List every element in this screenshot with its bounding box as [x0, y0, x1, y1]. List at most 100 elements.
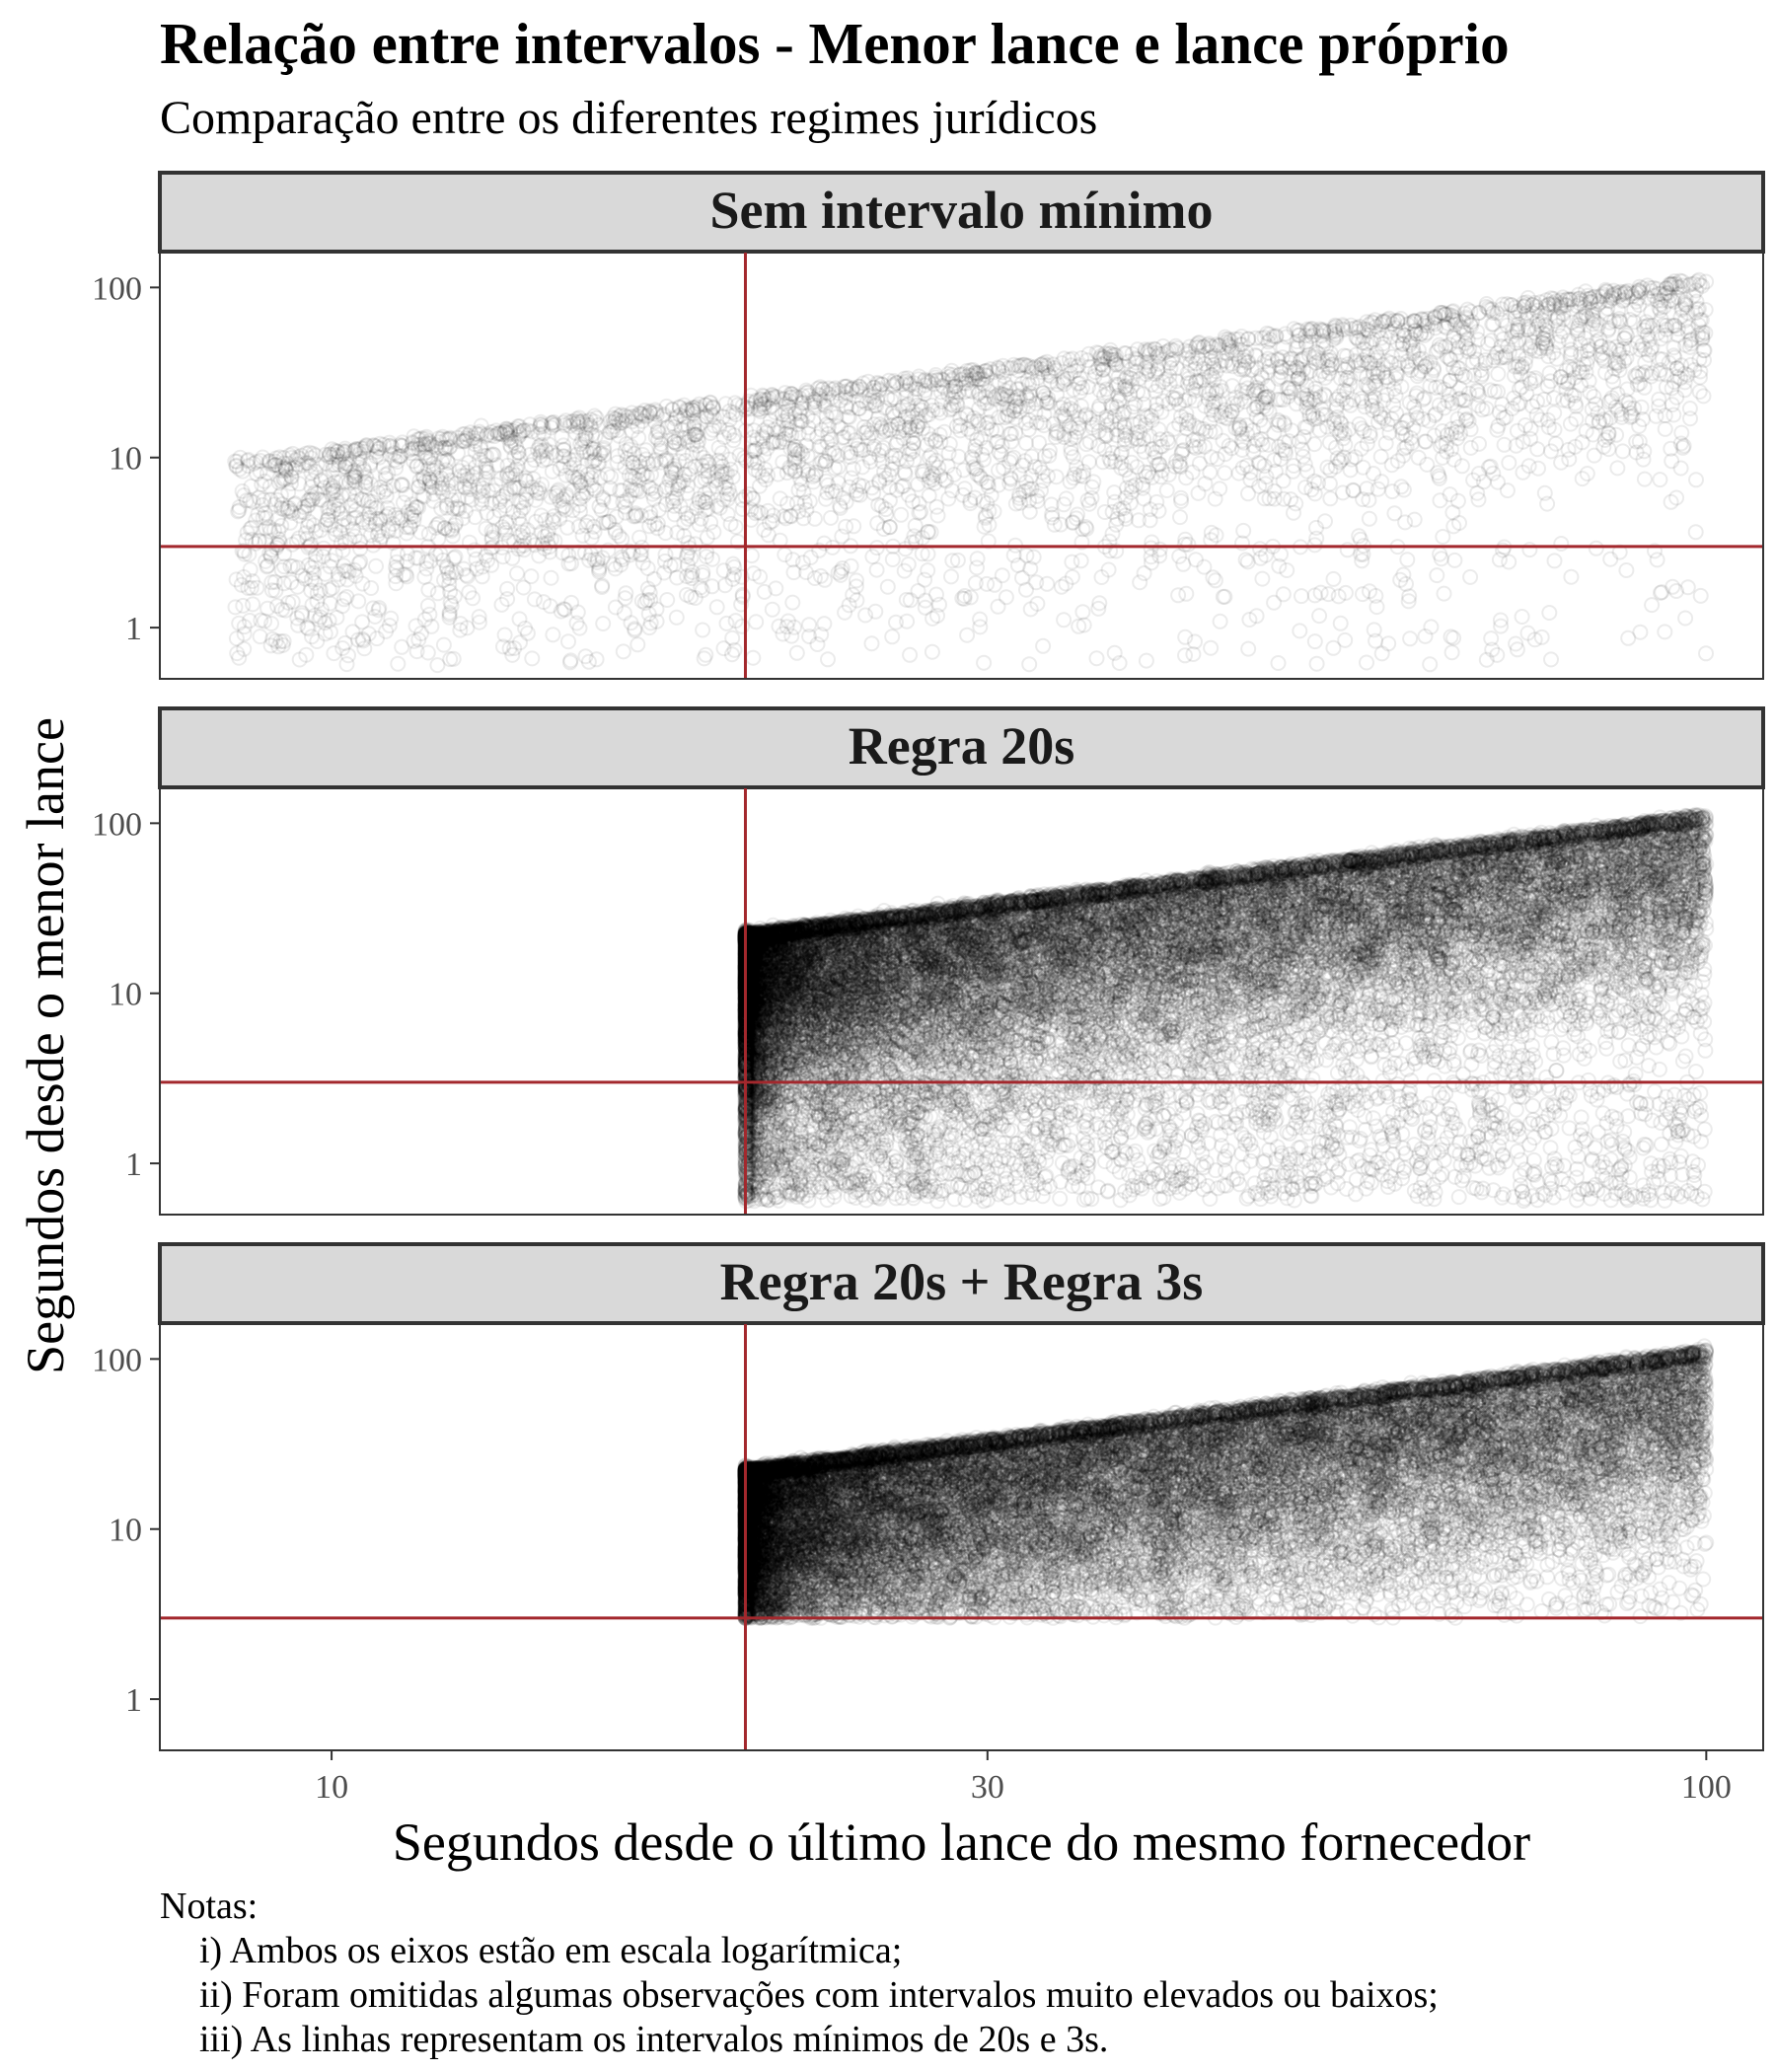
data-point — [785, 596, 799, 610]
data-point — [1173, 510, 1187, 524]
data-point — [630, 637, 644, 651]
facet-label: Sem intervalo mínimo — [710, 181, 1214, 240]
data-point — [1050, 470, 1064, 483]
data-point — [632, 531, 646, 545]
data-point — [790, 646, 804, 660]
data-point — [1360, 656, 1373, 670]
data-point — [1090, 651, 1104, 665]
data-point — [340, 657, 354, 671]
data-point — [1420, 458, 1434, 472]
data-point — [1408, 513, 1422, 527]
data-point — [1445, 505, 1459, 519]
data-point — [886, 553, 900, 566]
data-point — [1554, 537, 1568, 551]
data-point — [1491, 367, 1505, 381]
data-point — [881, 580, 895, 594]
data-point — [1463, 570, 1477, 584]
data-point — [977, 656, 991, 670]
data-point — [596, 617, 610, 630]
data-point — [1447, 554, 1461, 567]
data-point — [1472, 437, 1486, 451]
data-point — [1019, 436, 1033, 450]
data-point — [1160, 483, 1174, 497]
data-point — [999, 590, 1013, 604]
data-point — [720, 617, 734, 630]
data-point — [1293, 624, 1306, 637]
data-point — [1548, 554, 1562, 567]
data-point — [1590, 542, 1603, 555]
data-point — [421, 583, 435, 597]
data-point — [1516, 610, 1529, 624]
data-point — [528, 592, 542, 606]
data-point — [1272, 656, 1286, 670]
data-point — [1659, 422, 1672, 436]
data-point — [391, 657, 405, 671]
data-point — [617, 644, 630, 658]
data-point — [1683, 411, 1697, 425]
data-point — [1357, 461, 1370, 475]
data-point — [696, 624, 709, 637]
data-point — [1065, 555, 1078, 569]
data-point — [821, 652, 835, 666]
data-point — [1638, 473, 1652, 486]
data-point — [545, 571, 558, 585]
data-point — [1375, 646, 1389, 660]
data-point — [1312, 609, 1326, 623]
data-point — [1603, 553, 1617, 566]
data-point — [865, 636, 879, 650]
data-point — [1363, 512, 1376, 526]
data-point — [1610, 461, 1624, 475]
data-point — [960, 629, 974, 642]
data-point — [1674, 462, 1688, 476]
data-point — [1423, 657, 1437, 671]
data-point — [1218, 466, 1231, 480]
data-point — [1381, 636, 1395, 650]
data-point — [1310, 657, 1324, 671]
data-point — [1055, 580, 1069, 594]
data-point — [1192, 486, 1206, 500]
data-point — [1689, 525, 1703, 539]
data-point — [1633, 626, 1647, 639]
data-point — [1214, 615, 1227, 629]
data-point — [1619, 563, 1633, 577]
data-point — [1653, 473, 1666, 486]
data-point — [1530, 442, 1544, 456]
data-point — [746, 651, 760, 665]
data-point — [1697, 389, 1711, 403]
data-point — [1287, 506, 1300, 520]
data-point — [1403, 631, 1417, 645]
data-point — [670, 611, 684, 625]
data-point — [925, 645, 939, 659]
data-point — [1295, 589, 1308, 603]
data-point — [660, 593, 674, 607]
data-point — [525, 651, 539, 665]
data-point — [745, 549, 759, 562]
data-point — [1334, 617, 1348, 630]
data-point — [1651, 553, 1665, 566]
data-point — [1338, 633, 1352, 647]
data-point — [364, 581, 378, 595]
data-point — [369, 559, 383, 573]
data-point — [931, 509, 945, 523]
data-point — [903, 648, 917, 662]
data-point — [992, 600, 1005, 614]
data-point — [818, 573, 832, 587]
data-point — [710, 600, 724, 614]
data-point — [1367, 467, 1380, 481]
data-point — [1036, 639, 1050, 653]
data-point — [1699, 646, 1713, 660]
data-point — [546, 628, 559, 641]
data-point — [246, 597, 259, 611]
data-point — [1694, 589, 1708, 603]
data-point — [1616, 444, 1630, 458]
data-point — [1554, 456, 1568, 470]
data-point — [1433, 548, 1446, 561]
data-point — [1019, 583, 1033, 597]
data-point — [944, 569, 958, 583]
data-point — [370, 631, 384, 645]
scatter-points — [228, 273, 1713, 672]
data-point — [513, 635, 527, 649]
data-point — [1327, 572, 1341, 586]
